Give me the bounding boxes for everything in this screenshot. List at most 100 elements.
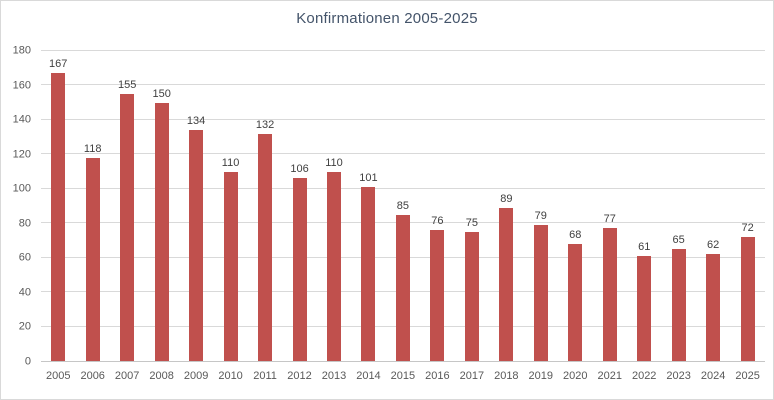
bar-value-label: 72 xyxy=(741,222,754,234)
bar-group: 89 xyxy=(489,51,523,361)
x-tick-label: 2023 xyxy=(666,370,691,382)
bar-group: 150 xyxy=(144,51,178,361)
bar xyxy=(533,224,548,361)
bar xyxy=(223,171,238,361)
bar-group: 106 xyxy=(282,51,316,361)
bar-value-label: 150 xyxy=(152,87,171,100)
bar-group: 134 xyxy=(179,51,213,361)
bar-group: 79 xyxy=(524,51,558,361)
bar xyxy=(602,228,617,361)
x-tick-label: 2024 xyxy=(700,370,726,382)
bar-value-label: 132 xyxy=(255,118,275,131)
y-tick-label: 140 xyxy=(12,113,31,126)
bar xyxy=(430,230,445,361)
x-tick-label: 2025 xyxy=(735,370,760,382)
y-tick-label: 80 xyxy=(18,217,31,230)
bar-group: 132 xyxy=(248,51,282,361)
x-tick-label: 2013 xyxy=(321,370,347,382)
bar-group: 110 xyxy=(213,51,247,361)
bar xyxy=(740,237,755,361)
bar-value-label: 134 xyxy=(186,115,206,128)
gridline xyxy=(41,50,765,51)
bar-value-label: 77 xyxy=(603,213,616,226)
x-tick-label: 2014 xyxy=(356,370,381,382)
x-tick-label: 2022 xyxy=(631,370,657,382)
bar xyxy=(258,133,273,361)
bar-group: 65 xyxy=(661,51,695,361)
bar-group: 85 xyxy=(386,51,420,361)
bar-value-label: 106 xyxy=(290,163,309,176)
gridline xyxy=(41,153,765,155)
bar-value-label: 85 xyxy=(396,199,410,212)
bar-value-label: 155 xyxy=(117,79,137,92)
bar-group: 101 xyxy=(351,51,385,361)
bar-group: 75 xyxy=(455,51,489,361)
chart-title: Konfirmationen 2005-2025 xyxy=(296,10,478,27)
bar xyxy=(568,243,583,361)
y-tick-label: 60 xyxy=(18,251,31,264)
bar-value-label: 101 xyxy=(359,172,378,185)
bar xyxy=(189,130,204,361)
bar xyxy=(671,249,686,361)
x-tick-label: 2017 xyxy=(459,370,485,382)
x-tick-label: 2009 xyxy=(183,370,209,382)
bar-value-label: 167 xyxy=(49,58,68,71)
gridline xyxy=(41,84,765,86)
x-tick-label: 2006 xyxy=(80,370,105,382)
y-tick-label: 120 xyxy=(12,148,31,161)
bar-group: 76 xyxy=(420,51,454,361)
y-axis: 0 20 40 60 80 100 120 140 160 180 xyxy=(1,45,35,367)
x-axis: 2005 2006 2007 2008 2009 2010 2011 2012 2013 2014… xyxy=(41,371,765,382)
bar-value-label: 75 xyxy=(465,216,478,229)
bar xyxy=(706,254,721,361)
bar-group: 110 xyxy=(317,51,351,361)
bar xyxy=(326,171,341,361)
bar-group: 155 xyxy=(110,51,144,361)
bar xyxy=(395,214,410,361)
bar-value-label: 76 xyxy=(431,215,444,228)
gridline xyxy=(41,118,765,120)
bar-group: 61 xyxy=(627,51,661,361)
bar xyxy=(464,231,479,361)
y-tick-label: 40 xyxy=(18,286,31,299)
x-tick-label: 2011 xyxy=(253,370,277,382)
bar-group: 68 xyxy=(558,51,592,361)
y-tick-label: 20 xyxy=(18,320,31,333)
bar xyxy=(51,73,66,361)
bar xyxy=(85,157,100,361)
y-tick-label: 160 xyxy=(12,79,31,92)
bar-group: 72 xyxy=(730,51,764,361)
bar-group: 167 xyxy=(41,51,75,361)
x-tick-label: 2019 xyxy=(528,370,554,382)
bar xyxy=(637,255,652,361)
x-tick-label: 2008 xyxy=(149,370,174,382)
bar xyxy=(154,102,169,361)
y-tick-label: 0 xyxy=(24,355,31,368)
x-tick-label: 2015 xyxy=(390,370,416,382)
bar-group: 118 xyxy=(75,51,109,361)
x-tick-label: 2012 xyxy=(287,370,312,382)
bar xyxy=(499,207,514,361)
y-tick-label: 180 xyxy=(12,44,31,57)
x-tick-label: 2021 xyxy=(597,370,622,382)
bars: 167 118 155 150 134 110 132 106 110 101 85 76 75 89 79… xyxy=(41,51,765,361)
x-tick-label: 2018 xyxy=(494,370,519,382)
y-tick-label: 100 xyxy=(12,182,31,195)
bar xyxy=(292,178,307,361)
bar-value-label: 118 xyxy=(83,142,102,155)
bar-value-label: 65 xyxy=(672,234,685,247)
bar xyxy=(361,187,376,361)
bar-group: 77 xyxy=(593,51,627,361)
bar-value-label: 61 xyxy=(638,240,651,253)
bar-value-label: 110 xyxy=(221,156,240,169)
x-tick-label: 2016 xyxy=(425,370,450,382)
bar xyxy=(120,94,135,361)
x-tick-label: 2010 xyxy=(218,370,243,382)
bar-value-label: 68 xyxy=(569,228,582,241)
bar-value-label: 89 xyxy=(500,192,513,205)
bar-value-label: 79 xyxy=(534,209,547,222)
bar-group: 62 xyxy=(696,51,730,361)
x-tick-label: 2007 xyxy=(114,370,140,382)
x-tick-label: 2005 xyxy=(45,370,71,382)
